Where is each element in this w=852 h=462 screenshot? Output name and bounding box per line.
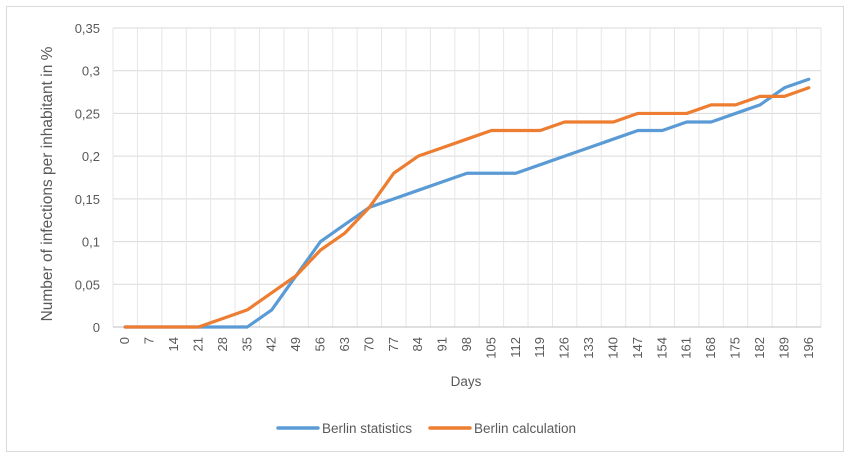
x-tick-label: 126 bbox=[557, 337, 572, 359]
y-tick-label: 0,25 bbox=[75, 106, 100, 121]
x-tick-label: 49 bbox=[288, 337, 303, 351]
tick-labels: 0 0,05 0,1 0,15 0,2 0,25 0,3 0,35 0 7 14 21 28 35 42 49… bbox=[75, 21, 816, 359]
y-tick-label: 0,1 bbox=[82, 235, 100, 250]
x-tick-label: 196 bbox=[801, 337, 816, 359]
y-tick-label: 0,35 bbox=[75, 21, 100, 36]
legend-label-berlin-statistics: Berlin statistics bbox=[322, 421, 412, 436]
x-tick-label: 42 bbox=[264, 337, 279, 351]
chart-frame: 0 0,05 0,1 0,15 0,2 0,25 0,3 0,35 0 7 14 21 28 35 42 49… bbox=[6, 6, 844, 452]
x-tick-label: 91 bbox=[435, 337, 450, 351]
x-tick-label: 84 bbox=[410, 337, 425, 351]
x-tick-label: 112 bbox=[508, 337, 523, 358]
x-tick-label: 161 bbox=[679, 337, 694, 359]
y-tick-label: 0,3 bbox=[82, 64, 100, 79]
x-tick-label: 77 bbox=[386, 337, 401, 351]
grid bbox=[112, 27, 822, 327]
x-tick-label: 7 bbox=[142, 337, 157, 344]
x-tick-label: 175 bbox=[728, 337, 743, 359]
line-chart: 0 0,05 0,1 0,15 0,2 0,25 0,3 0,35 0 7 14 21 28 35 42 49… bbox=[39, 21, 822, 436]
x-tick-label: 63 bbox=[337, 337, 352, 351]
y-tick-label: 0 bbox=[93, 320, 100, 335]
legend: Berlin statistics Berlin calculation bbox=[276, 421, 576, 436]
x-tick-label: 70 bbox=[361, 337, 376, 351]
x-tick-label: 189 bbox=[776, 337, 791, 359]
x-tick-label: 140 bbox=[605, 337, 620, 359]
x-tick-label: 133 bbox=[581, 337, 596, 359]
legend-label-berlin-calculation: Berlin calculation bbox=[474, 421, 576, 436]
series-lines bbox=[123, 77, 811, 329]
x-tick-label: 182 bbox=[752, 337, 767, 359]
y-tick-label: 0,2 bbox=[82, 149, 100, 164]
x-tick-label: 28 bbox=[215, 337, 230, 351]
x-tick-label: 14 bbox=[166, 337, 181, 351]
y-tick-label: 0,05 bbox=[75, 277, 100, 292]
x-tick-label: 147 bbox=[630, 337, 645, 359]
y-axis-title: Number of infections per inhabitant in % bbox=[39, 46, 56, 321]
x-tick-label: 56 bbox=[313, 337, 328, 351]
x-tick-label: 35 bbox=[239, 337, 254, 351]
x-tick-label: 168 bbox=[703, 337, 718, 359]
x-tick-label: 119 bbox=[532, 337, 547, 358]
x-tick-label: 98 bbox=[459, 337, 474, 351]
x-tick-label: 21 bbox=[190, 337, 205, 351]
x-tick-label: 0 bbox=[117, 337, 132, 344]
x-axis-title: Days bbox=[451, 374, 482, 389]
x-tick-label: 154 bbox=[654, 337, 669, 359]
x-tick-label: 105 bbox=[483, 337, 498, 359]
series-line-berlin-calculation bbox=[123, 86, 811, 329]
y-tick-label: 0,15 bbox=[75, 192, 100, 207]
series-line-berlin-statistics bbox=[123, 77, 811, 329]
